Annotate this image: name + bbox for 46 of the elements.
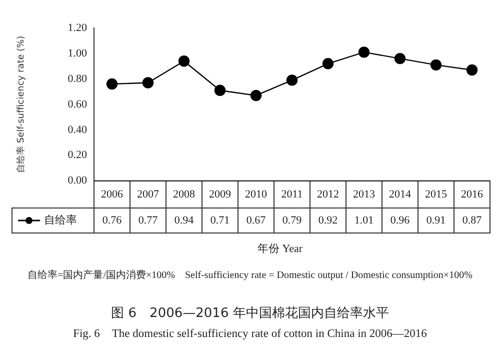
- data-label: 0.92: [318, 214, 338, 226]
- y-tick-label: 1.20: [68, 22, 88, 34]
- point: [394, 52, 406, 64]
- point: [322, 58, 334, 70]
- x-tick-label: 2009: [209, 188, 232, 200]
- point: [250, 90, 262, 102]
- y-tick-label: 0.20: [68, 149, 88, 162]
- y-tick-label: 0.00: [68, 174, 88, 187]
- x-tick-label: 2013: [353, 188, 376, 200]
- x-tick-label: 2016: [461, 188, 484, 200]
- data-label: 0.87: [462, 214, 482, 226]
- data-label: 0.94: [174, 214, 194, 226]
- text: 自给率=国内产量/国内消费×100% Self-sufficiency rate = Domestic output / Domestic consumption×100%: [26, 268, 474, 282]
- data-label: 0.91: [426, 214, 446, 226]
- x-tick-label: 2007: [137, 188, 160, 200]
- y-tick-label: 0.60: [68, 98, 88, 110]
- y-tick-label: 0.80: [68, 72, 88, 85]
- data-label: 0.96: [390, 214, 410, 226]
- x-tick-label: 2015: [425, 188, 448, 200]
- y-axis-title: 自给率 Self-sufficiency rate (%): [16, 36, 27, 173]
- legend-label: 自给率: [44, 213, 77, 226]
- point: [178, 56, 190, 67]
- x-tick-label: 2012: [317, 188, 339, 200]
- x-tick-label: 2014: [389, 188, 412, 200]
- x-tick-label: 2010: [245, 188, 268, 200]
- point: [142, 77, 154, 88]
- x-tick-label: 2011: [281, 188, 303, 200]
- data-label: 0.79: [282, 214, 302, 226]
- point: [286, 74, 298, 86]
- data-label: 0.71: [210, 214, 230, 226]
- text: Fig. 6 The domestic self-sufficiency rate of cotton in China in 2006—2016: [72, 327, 428, 341]
- y-tick-label: 0.40: [68, 124, 88, 136]
- point: [214, 84, 226, 96]
- data-label: 0.77: [138, 214, 158, 226]
- x-axis-title: 年份 Year: [256, 242, 304, 256]
- x-tick-label: 2006: [101, 188, 124, 200]
- point: [430, 59, 442, 71]
- data-label: 0.76: [102, 214, 122, 226]
- data-label: 1.01: [354, 214, 374, 226]
- point: [466, 64, 478, 76]
- y-tick-label: 1.00: [68, 47, 88, 60]
- x-tick-label: 2008: [173, 188, 196, 200]
- data-label: 0.67: [246, 214, 266, 226]
- point: [106, 78, 118, 90]
- point: [358, 46, 370, 58]
- text: 图 6 2006—2016 年中国棉花国内自给率水平: [110, 305, 390, 322]
